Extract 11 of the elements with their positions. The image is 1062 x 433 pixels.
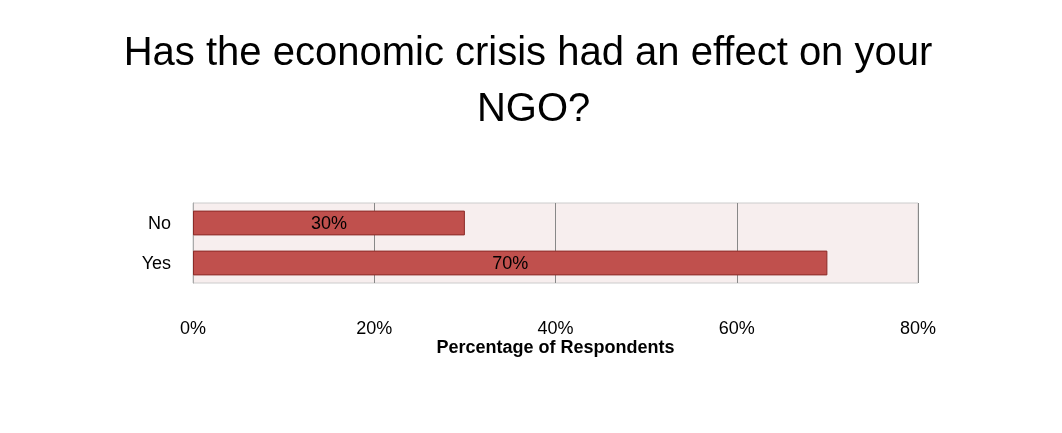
y-tick-label: Yes xyxy=(141,253,171,273)
x-tick-label: 60% xyxy=(718,318,755,338)
y-tick-label: No xyxy=(147,213,171,233)
x-tick-label: 40% xyxy=(537,318,574,338)
x-tick-label: 0% xyxy=(179,318,207,338)
x-axis-title: Percentage of Respondents xyxy=(436,337,675,357)
chart-title: Has the economic crisis had an effect on your NGO? xyxy=(123,29,933,129)
data-label: 30% xyxy=(310,213,347,233)
x-tick-label: 20% xyxy=(356,318,393,338)
x-tick-label: 80% xyxy=(899,318,937,338)
data-label: 70% xyxy=(492,253,529,273)
